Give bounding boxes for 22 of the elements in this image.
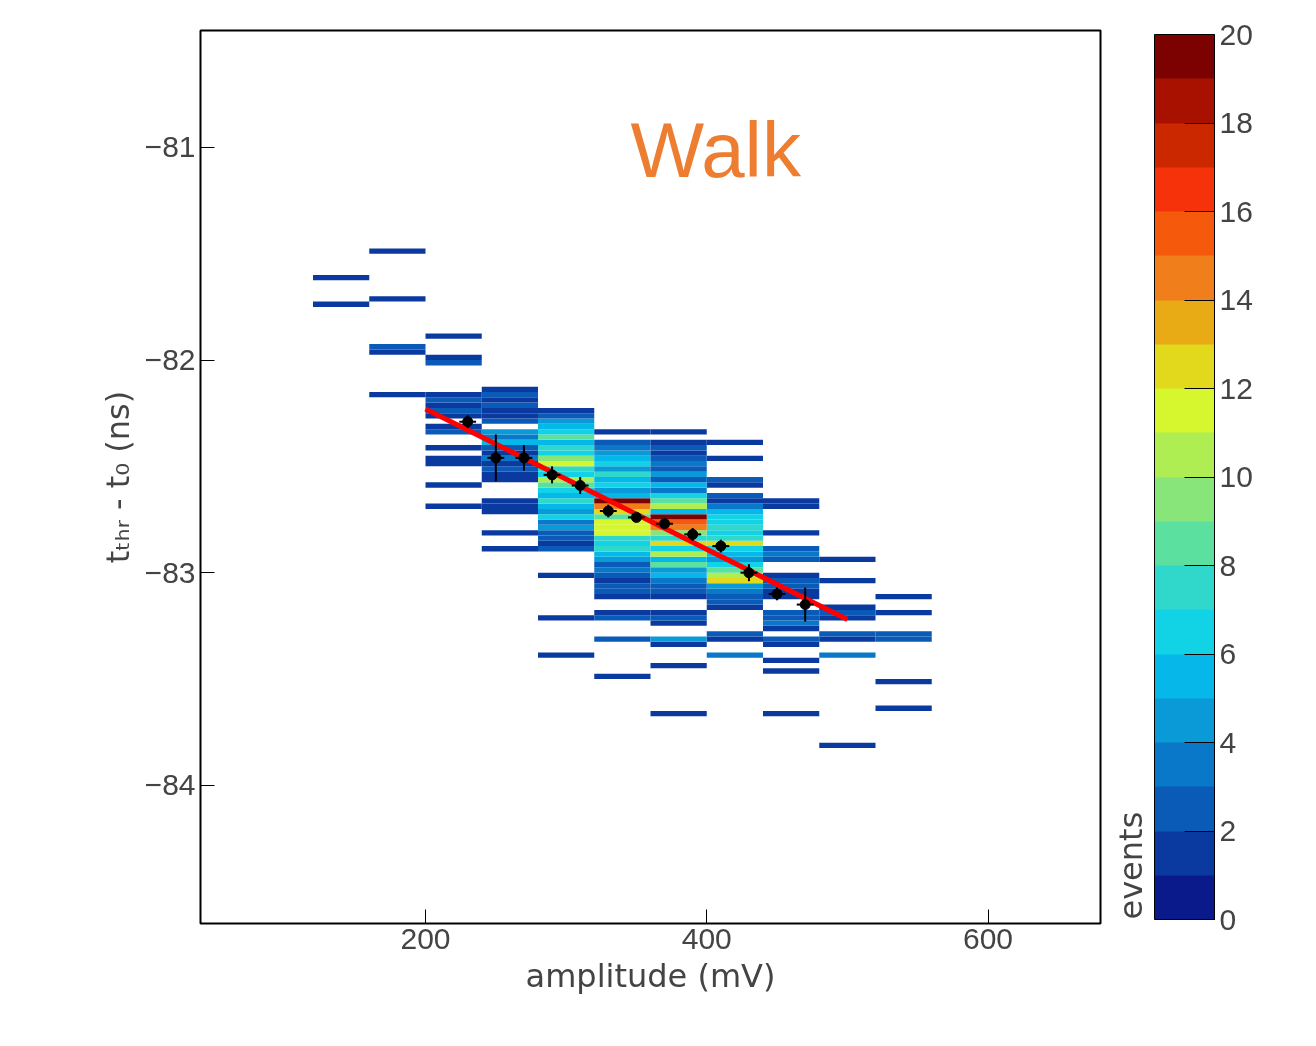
color-bar-label: 18 bbox=[1219, 106, 1253, 139]
color-bar-label: 12 bbox=[1219, 371, 1253, 405]
color-bar-label: 4 bbox=[1219, 725, 1237, 759]
color-bar-label: 2 bbox=[1219, 814, 1237, 847]
y-tick-label: −84 bbox=[144, 768, 196, 802]
color-bar-label: 10 bbox=[1219, 460, 1253, 493]
color-bar-title: events bbox=[1111, 811, 1150, 920]
color-bar-label: 20 bbox=[1219, 17, 1253, 51]
color-bar-label: 16 bbox=[1219, 194, 1253, 228]
color-bar-label: 6 bbox=[1219, 637, 1237, 670]
x-axis-title: amplitude (mV) bbox=[525, 956, 776, 995]
color-bar-label: 8 bbox=[1219, 548, 1237, 582]
annotation: Walk bbox=[630, 105, 802, 194]
color-bar-label: 14 bbox=[1219, 283, 1253, 316]
y-axis-title: tₜₕᵣ - t₀ (ns) bbox=[98, 390, 137, 564]
y-tick-label: −82 bbox=[144, 343, 196, 377]
x-tick-label: 600 bbox=[962, 921, 1014, 955]
y-tick-label: −81 bbox=[144, 130, 196, 164]
y-tick-label: −83 bbox=[144, 555, 196, 589]
x-tick-label: 200 bbox=[400, 921, 451, 955]
x-tick-label: 400 bbox=[681, 921, 732, 955]
color-bar-label: 0 bbox=[1219, 902, 1237, 936]
